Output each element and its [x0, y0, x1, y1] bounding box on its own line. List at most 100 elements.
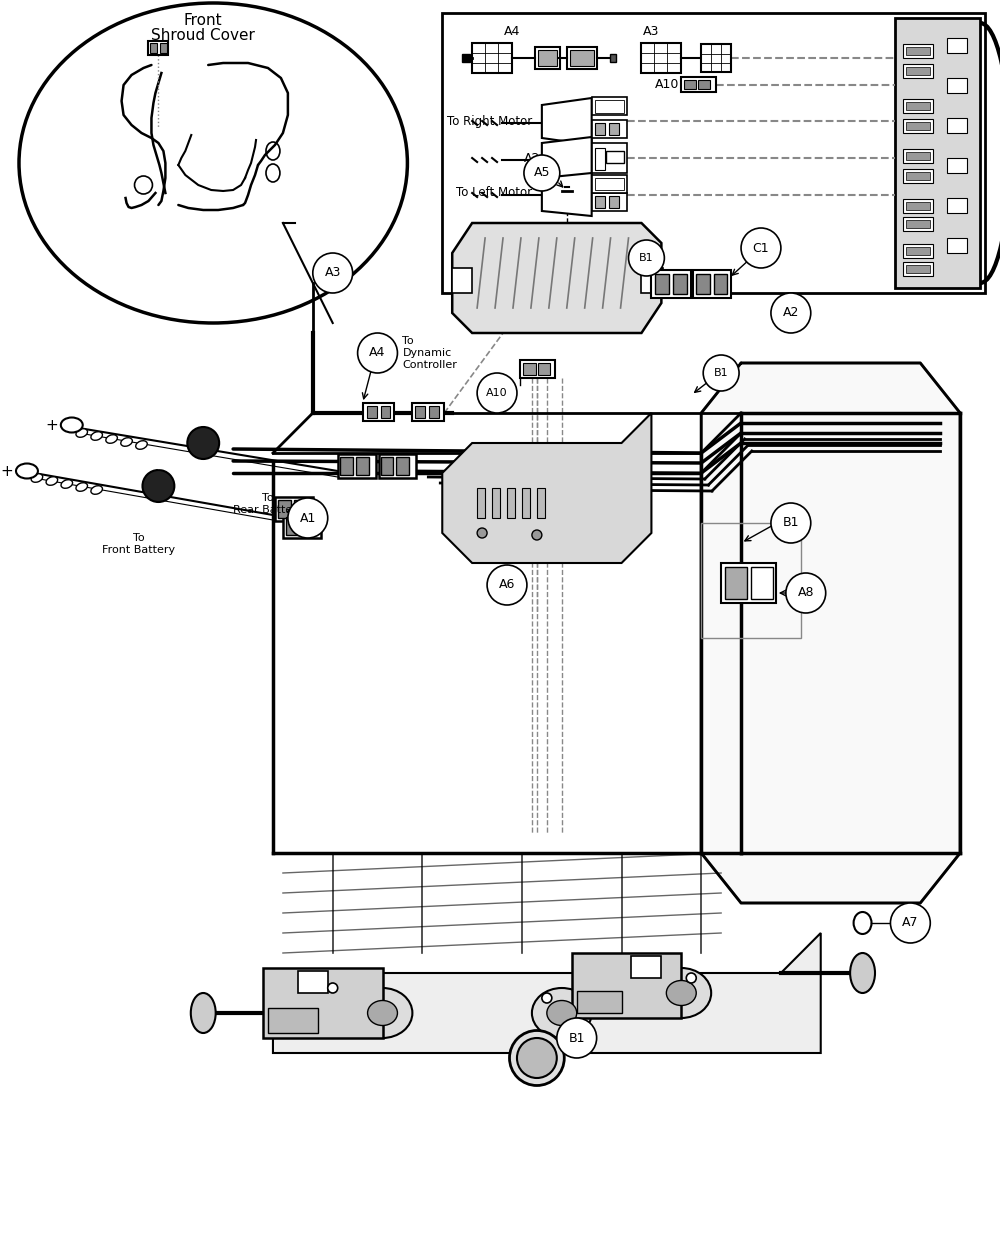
Circle shape	[477, 374, 517, 413]
Bar	[160, 43, 167, 53]
Bar	[396, 457, 409, 475]
Bar	[381, 457, 393, 475]
Text: A2: A2	[783, 307, 799, 319]
Bar	[567, 47, 597, 69]
Bar	[947, 158, 967, 173]
Polygon shape	[542, 137, 592, 180]
Text: To Left Motor: To Left Motor	[456, 186, 532, 200]
Ellipse shape	[532, 988, 592, 1038]
Bar	[906, 152, 930, 160]
Text: A6: A6	[499, 578, 515, 592]
Circle shape	[328, 983, 338, 993]
Bar	[698, 80, 710, 89]
Circle shape	[542, 993, 552, 1002]
Bar	[523, 363, 536, 375]
Circle shape	[686, 973, 696, 983]
Bar	[681, 76, 716, 92]
Ellipse shape	[31, 473, 43, 482]
Text: B1: B1	[783, 517, 799, 529]
Bar	[903, 169, 933, 182]
Ellipse shape	[61, 480, 73, 488]
Bar	[592, 194, 627, 211]
Bar	[268, 1009, 318, 1033]
Bar	[412, 403, 444, 420]
Bar	[693, 270, 731, 298]
Bar	[379, 454, 416, 478]
Text: A8: A8	[798, 587, 814, 599]
Bar	[595, 148, 605, 170]
Circle shape	[142, 470, 174, 502]
Ellipse shape	[76, 429, 88, 438]
Bar	[947, 118, 967, 133]
Text: A4: A4	[369, 346, 386, 360]
Text: A7: A7	[902, 916, 919, 930]
Bar	[906, 219, 930, 228]
Text: Shroud Cover: Shroud Cover	[151, 28, 255, 43]
Circle shape	[741, 228, 781, 268]
Text: To
Rear Battery: To Rear Battery	[233, 493, 303, 514]
Text: C1: C1	[753, 242, 769, 254]
Text: A10: A10	[486, 388, 508, 398]
Bar	[367, 406, 377, 418]
Bar	[906, 202, 930, 210]
Bar	[947, 238, 967, 253]
Bar	[592, 143, 627, 173]
Ellipse shape	[666, 980, 696, 1005]
Bar	[721, 563, 776, 603]
Ellipse shape	[850, 953, 875, 993]
Bar	[442, 14, 985, 293]
Bar	[903, 217, 933, 231]
Bar	[903, 199, 933, 213]
Circle shape	[187, 427, 219, 459]
Circle shape	[477, 528, 487, 538]
Polygon shape	[452, 223, 661, 333]
Bar	[570, 51, 594, 67]
Bar	[641, 43, 681, 73]
Bar	[655, 274, 669, 293]
Bar	[294, 501, 307, 518]
Bar	[535, 47, 560, 69]
Bar	[363, 403, 394, 420]
Text: +: +	[1, 464, 13, 478]
Bar	[592, 175, 627, 194]
Text: A4: A4	[504, 25, 520, 38]
Ellipse shape	[106, 435, 117, 444]
Bar	[340, 457, 353, 475]
Bar	[472, 43, 512, 73]
Bar	[462, 54, 470, 62]
Ellipse shape	[61, 418, 83, 433]
Circle shape	[532, 530, 542, 540]
Bar	[906, 67, 930, 75]
Bar	[492, 488, 500, 518]
Text: -: -	[201, 416, 206, 430]
Polygon shape	[442, 413, 651, 563]
Bar	[895, 18, 980, 289]
Ellipse shape	[651, 968, 711, 1018]
Text: A3: A3	[325, 266, 341, 280]
Bar	[906, 171, 930, 180]
Text: A5: A5	[534, 166, 550, 180]
Bar	[947, 38, 967, 53]
Bar	[537, 488, 545, 518]
Bar	[673, 274, 687, 293]
Circle shape	[629, 240, 664, 276]
Ellipse shape	[19, 2, 407, 323]
Circle shape	[703, 355, 739, 391]
Ellipse shape	[136, 440, 147, 449]
Bar	[338, 454, 376, 478]
Text: -: -	[156, 464, 161, 477]
Bar	[610, 54, 616, 62]
Bar	[903, 149, 933, 163]
Text: A1: A1	[300, 512, 316, 524]
Text: A3: A3	[643, 25, 660, 38]
Bar	[150, 43, 157, 53]
Bar	[507, 488, 515, 518]
Bar	[903, 244, 933, 258]
Bar	[595, 178, 624, 190]
Polygon shape	[542, 97, 592, 145]
Ellipse shape	[16, 464, 38, 478]
Bar	[903, 44, 933, 58]
Bar	[714, 274, 727, 293]
Bar	[651, 270, 691, 298]
Ellipse shape	[91, 432, 102, 440]
